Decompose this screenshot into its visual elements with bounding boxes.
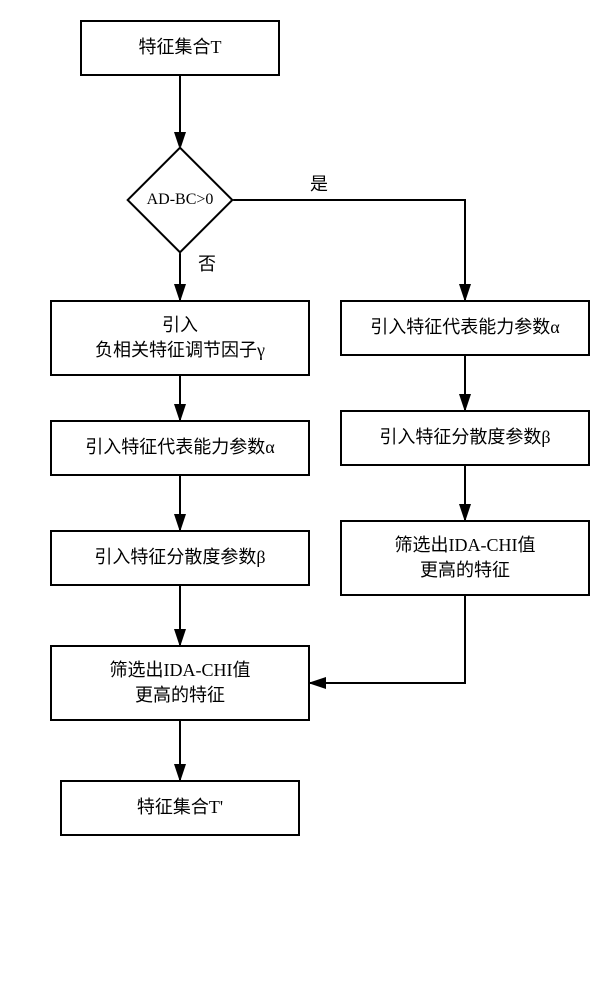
node-left-gamma: 引入 负相关特征调节因子γ: [50, 300, 310, 376]
node-right-beta: 引入特征分散度参数β: [340, 410, 590, 466]
decision-ad-bc: AD-BC>0: [142, 162, 218, 238]
node-label: 引入特征代表能力参数α: [370, 315, 559, 340]
node-label: 引入特征分散度参数β: [379, 425, 550, 450]
node-label: 特征集合T: [139, 35, 222, 60]
node-label: 引入特征代表能力参数α: [85, 435, 274, 460]
node-start-feature-set-t: 特征集合T: [80, 20, 280, 76]
edge-label-no: 否: [198, 250, 216, 276]
node-label: 特征集合T': [137, 795, 223, 820]
flowchart-edges: [0, 0, 610, 1000]
node-label: 筛选出IDA-CHI值 更高的特征: [110, 658, 251, 708]
node-label: 引入特征分散度参数β: [94, 545, 265, 570]
decision-label: AD-BC>0: [147, 191, 214, 209]
node-label: 引入 负相关特征调节因子γ: [95, 313, 265, 363]
node-left-alpha: 引入特征代表能力参数α: [50, 420, 310, 476]
edge-label-yes: 是: [310, 170, 328, 196]
node-right-alpha: 引入特征代表能力参数α: [340, 300, 590, 356]
node-label: 筛选出IDA-CHI值 更高的特征: [395, 533, 536, 583]
node-left-filter-ida-chi: 筛选出IDA-CHI值 更高的特征: [50, 645, 310, 721]
node-end-feature-set-t-prime: 特征集合T': [60, 780, 300, 836]
node-left-beta: 引入特征分散度参数β: [50, 530, 310, 586]
node-right-filter-ida-chi: 筛选出IDA-CHI值 更高的特征: [340, 520, 590, 596]
